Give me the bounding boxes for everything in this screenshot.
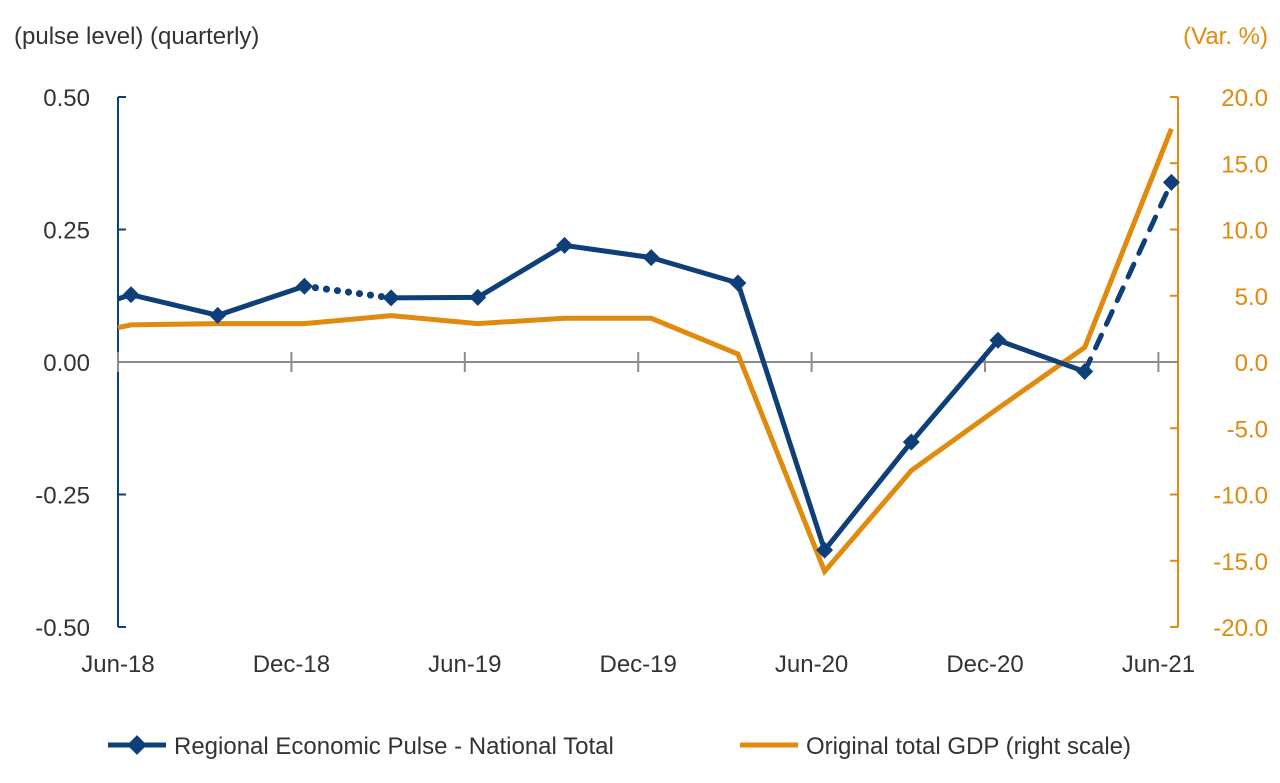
x-tick-label: Dec-19 — [600, 651, 677, 678]
right-tick-label: -10.0 — [1213, 483, 1268, 510]
legend-diamond-icon — [127, 735, 147, 755]
pulse-point — [122, 286, 140, 304]
left-tick-label: 0.00 — [43, 350, 90, 377]
pulse-point — [642, 249, 660, 267]
right-tick-label: -15.0 — [1213, 549, 1268, 576]
pulse-segment — [735, 282, 827, 551]
pulse-point — [989, 331, 1007, 349]
pulse-segment — [822, 440, 914, 552]
pulse-point — [729, 274, 747, 292]
pulse-point — [902, 433, 920, 451]
left-tick-label: -0.25 — [35, 483, 90, 510]
pulse-point — [816, 541, 834, 559]
right-tick-label: -5.0 — [1227, 416, 1268, 443]
pulse-segment — [1082, 179, 1174, 375]
pulse-point — [382, 289, 400, 307]
pulse-segment — [391, 294, 478, 301]
right-tick-label: 0.0 — [1235, 350, 1268, 377]
legend: Regional Economic Pulse - National Total… — [108, 733, 1131, 760]
x-tick-label: Dec-20 — [946, 651, 1023, 678]
pulse-segment — [650, 255, 739, 286]
pulse-segment — [997, 337, 1086, 374]
pulse-segment — [130, 292, 219, 318]
x-tick-label: Dec-18 — [253, 651, 330, 678]
x-tick-label: Jun-20 — [775, 651, 848, 678]
gdp-line — [117, 127, 1174, 577]
left-tick-label: -0.50 — [35, 615, 90, 642]
pulse-point — [295, 277, 313, 295]
pulse-segment — [300, 282, 395, 302]
pulse-point — [469, 288, 487, 306]
pulse-point — [209, 306, 227, 324]
right-axis-label: (Var. %) — [1183, 23, 1268, 50]
pulse-segment — [564, 242, 652, 261]
x-tick-label: Jun-19 — [428, 651, 501, 678]
legend-label-gdp: Original total GDP (right scale) — [806, 733, 1131, 760]
pulse-segment — [216, 283, 306, 318]
pulse-point — [556, 236, 573, 254]
right-tick-label: 5.0 — [1235, 284, 1268, 311]
left-tick-label: 0.50 — [43, 85, 90, 112]
legend-label-pulse: Regional Economic Pulse - National Total — [174, 733, 614, 760]
x-tick-label: Jun-18 — [81, 651, 154, 678]
left-tick-label: 0.25 — [43, 218, 90, 245]
right-tick-label: 15.0 — [1221, 151, 1268, 178]
pulse-segment — [909, 338, 1000, 444]
pulse-point — [1076, 363, 1094, 381]
right-tick-label: -20.0 — [1213, 615, 1268, 642]
left-axis-label: (pulse level) (quarterly) — [14, 23, 259, 50]
right-tick-label: 20.0 — [1221, 85, 1268, 112]
pulse-segment — [476, 243, 566, 300]
right-tick-label: 10.0 — [1221, 218, 1268, 245]
x-tick-label: Jun-21 — [1122, 651, 1195, 678]
